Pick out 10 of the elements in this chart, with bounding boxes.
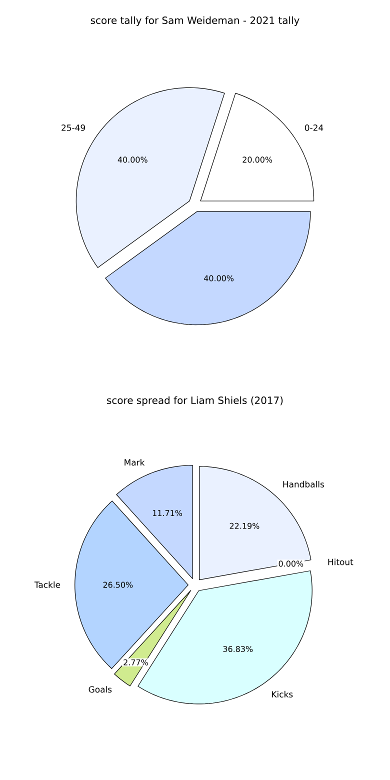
chart-title: score tally for Sam Weideman - 2021 tally (90, 16, 300, 26)
slice-label: Tackle (34, 581, 60, 588)
slice-label: 25-49 (62, 124, 86, 131)
slice-label: Goals (88, 686, 112, 693)
slice-label: Mark (124, 459, 145, 466)
category-label: Hitout (328, 558, 354, 566)
slice-label: Handballs (283, 480, 324, 488)
slice-label: 0-24 (304, 124, 324, 131)
slice-label: Kicks (272, 690, 293, 698)
chart-title: score spread for Liam Shiels (2017) (107, 396, 283, 406)
